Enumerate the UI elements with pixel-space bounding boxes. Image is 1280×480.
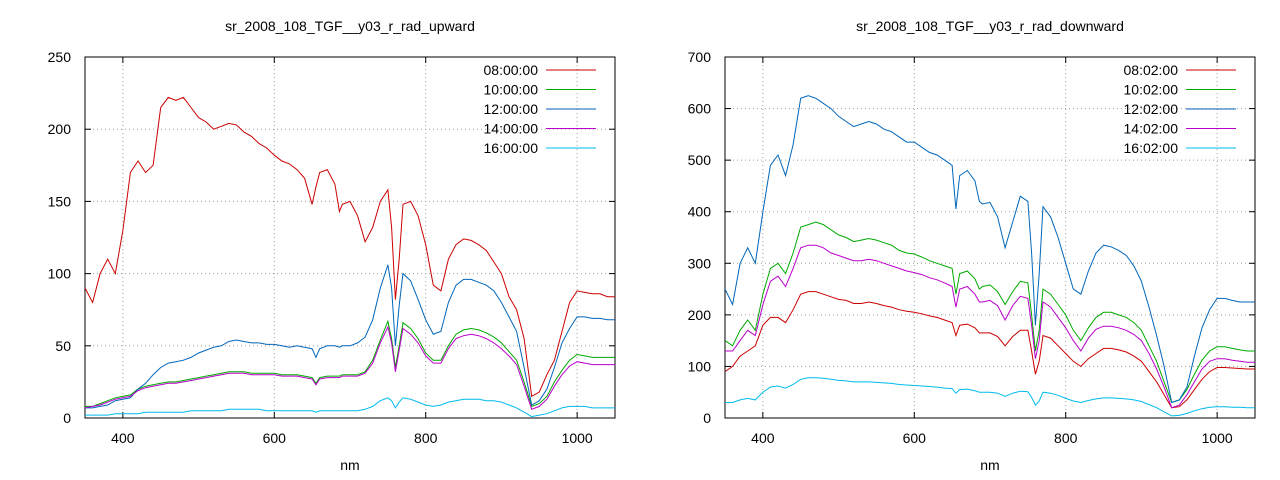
plot-frame (724, 56, 1256, 419)
y-tick-label: 300 (688, 255, 712, 271)
x-tick-label: 800 (1054, 430, 1078, 446)
series-line-080200 (725, 291, 1255, 409)
y-tick-label: 0 (703, 410, 711, 426)
y-tick-label: 200 (688, 307, 712, 323)
series-line-100000 (85, 319, 615, 408)
legend-label: 16:02:00 (1124, 140, 1179, 156)
x-tick-label: 1000 (562, 430, 593, 446)
legend-label: 14:02:00 (1124, 121, 1179, 137)
x-tick-label: 1000 (1202, 430, 1233, 446)
y-tick-label: 150 (48, 193, 72, 209)
plot-frame (84, 56, 616, 419)
chart-svg-upward: sr_2008_108_TGF__y03_r_rad_upward 400 600 8… (48, 18, 616, 473)
x-tick-label: 600 (903, 430, 927, 446)
legend-label: 12:02:00 (1124, 101, 1179, 117)
legend-label: 14:00:00 (484, 121, 539, 137)
y-tick-label: 600 (688, 101, 712, 117)
y-tick-label: 400 (688, 204, 712, 220)
x-tick-label: 400 (751, 430, 775, 446)
legend-label: 08:02:00 (1124, 62, 1179, 78)
series-line-160200 (725, 377, 1255, 417)
downward-radiance-chart: sr_2008_108_TGF__y03_r_rad_downward 400 60… (640, 0, 1280, 480)
x-tick-label: 400 (111, 430, 135, 446)
y-tick-label: 0 (63, 410, 71, 426)
series-line-120000 (85, 264, 615, 409)
y-tick-label: 250 (48, 49, 72, 65)
x-axis-label: nm (340, 457, 359, 473)
legend-label: 12:00:00 (484, 101, 539, 117)
series-line-100200 (725, 221, 1255, 404)
chart-svg-downward: sr_2008_108_TGF__y03_r_rad_downward 400 60… (688, 18, 1256, 473)
series-line-160000 (85, 397, 615, 418)
series-line-080000 (85, 96, 615, 398)
series-line-140200 (725, 244, 1255, 409)
series-line-120200 (725, 95, 1255, 404)
chart-title: sr_2008_108_TGF__y03_r_rad_downward (856, 18, 1124, 34)
legend-label: 16:00:00 (484, 140, 539, 156)
legend-label: 08:00:00 (484, 62, 539, 78)
legend-label: 10:02:00 (1124, 82, 1179, 98)
upward-radiance-chart: sr_2008_108_TGF__y03_r_rad_upward 400 600 8… (48, 18, 616, 473)
series-line-140000 (85, 325, 615, 410)
chart-title: sr_2008_108_TGF__y03_r_rad_upward (225, 18, 475, 34)
y-tick-label: 200 (48, 121, 72, 137)
x-axis-label: nm (980, 457, 999, 473)
y-tick-label: 100 (688, 358, 712, 374)
y-tick-label: 50 (55, 338, 71, 354)
y-tick-label: 700 (688, 49, 712, 65)
x-tick-label: 800 (414, 430, 438, 446)
y-tick-label: 500 (688, 152, 712, 168)
x-tick-label: 600 (263, 430, 287, 446)
y-tick-label: 100 (48, 266, 72, 282)
legend-label: 10:00:00 (484, 82, 539, 98)
